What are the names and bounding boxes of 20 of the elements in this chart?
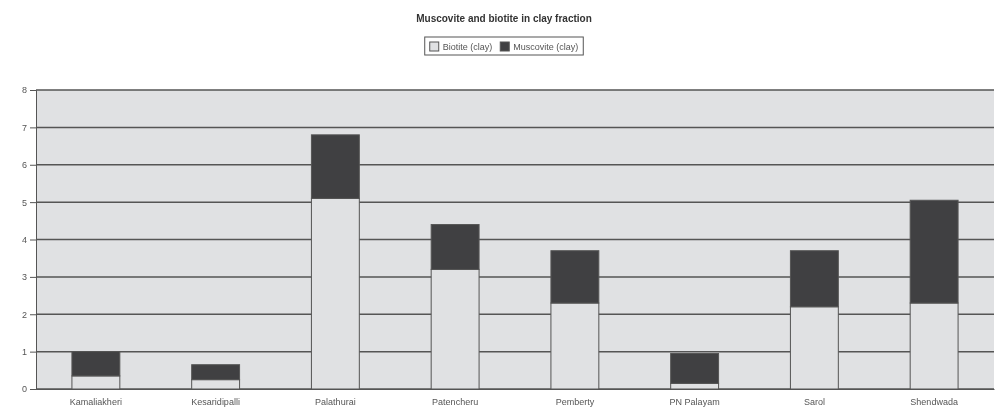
legend-label: Muscovite (clay) — [513, 42, 579, 52]
y-tick-label: 7 — [21, 122, 27, 133]
y-tick-label: 4 — [21, 234, 27, 245]
y-tick-label: 6 — [21, 160, 27, 171]
x-tick-label: Shendwada — [910, 397, 958, 408]
y-tick-label: 0 — [21, 384, 27, 395]
x-tick-label: Sarol — [803, 397, 825, 408]
x-tick-label: Patencheru — [432, 397, 479, 408]
x-tick-label: Kamaliakheri — [69, 397, 122, 408]
x-tick-label: PN Palayam — [669, 397, 720, 408]
y-tick-label: 1 — [21, 347, 27, 358]
x-tick-label: Pemberty — [555, 397, 595, 408]
y-tick-label: 2 — [21, 309, 27, 320]
x-tick-label: Kesaridipalli — [191, 397, 240, 408]
y-tick-label: 3 — [21, 272, 27, 283]
x-tick-label: Palathurai — [315, 397, 356, 408]
y-tick-label: 5 — [21, 197, 27, 208]
y-tick-label: 8 — [21, 85, 27, 96]
chart-title: Muscovite and biotite in clay fraction — [416, 13, 592, 24]
legend-label: Biotite (clay) — [442, 42, 493, 52]
